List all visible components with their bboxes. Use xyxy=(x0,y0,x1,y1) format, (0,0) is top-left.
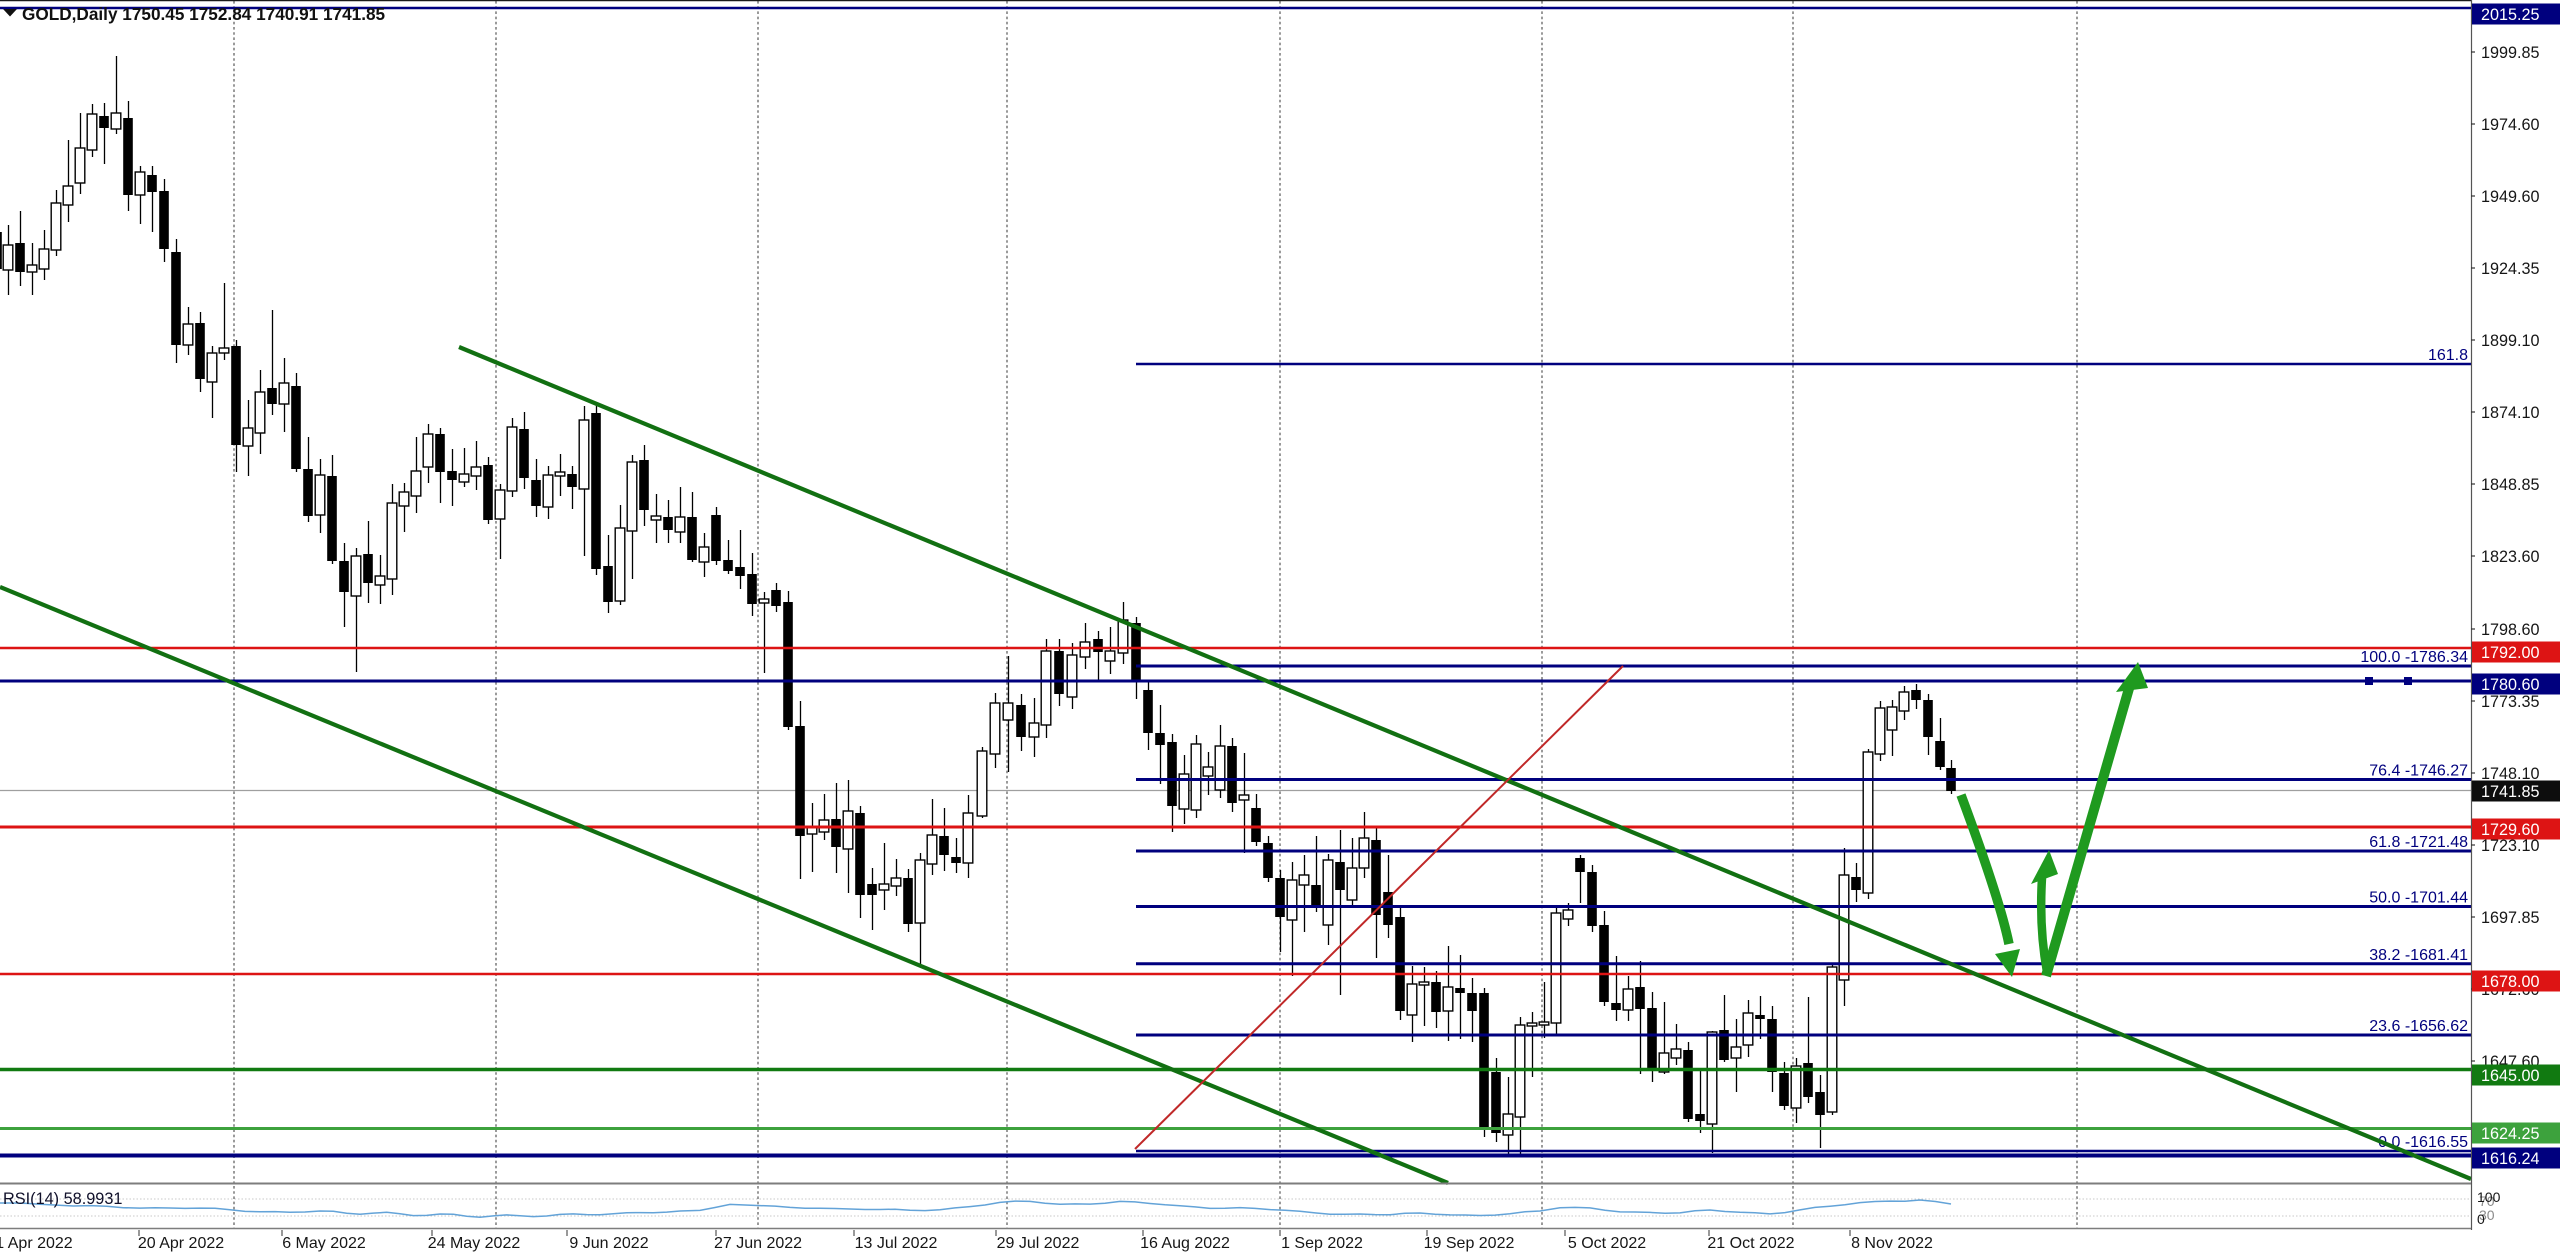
svg-text:1748.10: 1748.10 xyxy=(2481,765,2540,783)
svg-text:1792.00: 1792.00 xyxy=(2481,644,2540,662)
svg-text:161.8: 161.8 xyxy=(2428,347,2468,364)
svg-text:1697.85: 1697.85 xyxy=(2481,909,2540,927)
svg-text:1798.60: 1798.60 xyxy=(2481,621,2540,639)
svg-text:19 Sep 2022: 19 Sep 2022 xyxy=(1424,1235,1515,1252)
svg-text:70: 70 xyxy=(2479,1193,2495,1209)
svg-text:20 Apr 2022: 20 Apr 2022 xyxy=(138,1235,224,1252)
svg-text:0: 0 xyxy=(2477,1211,2485,1227)
svg-text:29 Jul 2022: 29 Jul 2022 xyxy=(997,1235,1080,1252)
svg-text:1616.24: 1616.24 xyxy=(2481,1150,2540,1168)
svg-text:2015.25: 2015.25 xyxy=(2481,6,2540,24)
svg-text:61.8 -1721.48: 61.8 -1721.48 xyxy=(2369,834,2468,851)
svg-text:100: 100 xyxy=(2477,1189,2501,1205)
svg-text:9 Jun 2022: 9 Jun 2022 xyxy=(569,1235,648,1252)
svg-text:1780.60: 1780.60 xyxy=(2481,676,2540,694)
svg-text:1874.10: 1874.10 xyxy=(2481,404,2540,422)
svg-text:27 Jun 2022: 27 Jun 2022 xyxy=(714,1235,802,1252)
svg-text:1741.85: 1741.85 xyxy=(2481,783,2540,801)
svg-text:1848.85: 1848.85 xyxy=(2481,476,2540,494)
svg-text:50.0 -1701.44: 50.0 -1701.44 xyxy=(2369,890,2468,907)
svg-text:1723.10: 1723.10 xyxy=(2481,837,2540,855)
svg-text:13 Jul 2022: 13 Jul 2022 xyxy=(855,1235,938,1252)
svg-text:23.6 -1656.62: 23.6 -1656.62 xyxy=(2369,1018,2468,1035)
svg-text:1823.60: 1823.60 xyxy=(2481,548,2540,566)
svg-text:8 Nov 2022: 8 Nov 2022 xyxy=(1851,1235,1933,1252)
svg-text:1645.00: 1645.00 xyxy=(2481,1067,2540,1085)
svg-text:38.2 -1681.41: 38.2 -1681.41 xyxy=(2369,947,2468,964)
svg-text:1 Sep 2022: 1 Sep 2022 xyxy=(1281,1235,1363,1252)
svg-text:1949.60: 1949.60 xyxy=(2481,188,2540,206)
svg-text:RSI(14) 58.9931: RSI(14) 58.9931 xyxy=(3,1190,122,1208)
svg-text:1 Apr 2022: 1 Apr 2022 xyxy=(0,1235,73,1252)
svg-text:5 Oct 2022: 5 Oct 2022 xyxy=(1568,1235,1646,1252)
svg-text:16 Aug 2022: 16 Aug 2022 xyxy=(1140,1235,1230,1252)
svg-text:21 Oct 2022: 21 Oct 2022 xyxy=(1707,1235,1794,1252)
svg-text:1974.60: 1974.60 xyxy=(2481,116,2540,134)
svg-text:76.4 -1746.27: 76.4 -1746.27 xyxy=(2369,763,2468,780)
svg-text:100.0 -1786.34: 100.0 -1786.34 xyxy=(2360,649,2468,666)
svg-text:1678.00: 1678.00 xyxy=(2481,973,2540,991)
svg-text:1729.60: 1729.60 xyxy=(2481,821,2540,839)
svg-text:1624.25: 1624.25 xyxy=(2481,1125,2540,1143)
svg-text:24 May 2022: 24 May 2022 xyxy=(428,1235,521,1252)
svg-text:0.0 -1616.55: 0.0 -1616.55 xyxy=(2378,1134,2468,1151)
svg-text:30: 30 xyxy=(2479,1207,2495,1223)
svg-text:1773.35: 1773.35 xyxy=(2481,693,2540,711)
svg-text:1924.35: 1924.35 xyxy=(2481,260,2540,278)
svg-text:1899.10: 1899.10 xyxy=(2481,332,2540,350)
svg-text:1999.85: 1999.85 xyxy=(2481,44,2540,62)
svg-text:GOLD,Daily 1750.45 1752.84 17: GOLD,Daily 1750.45 1752.84 1740.91 1741.… xyxy=(22,4,386,24)
svg-text:6 May 2022: 6 May 2022 xyxy=(282,1235,366,1252)
